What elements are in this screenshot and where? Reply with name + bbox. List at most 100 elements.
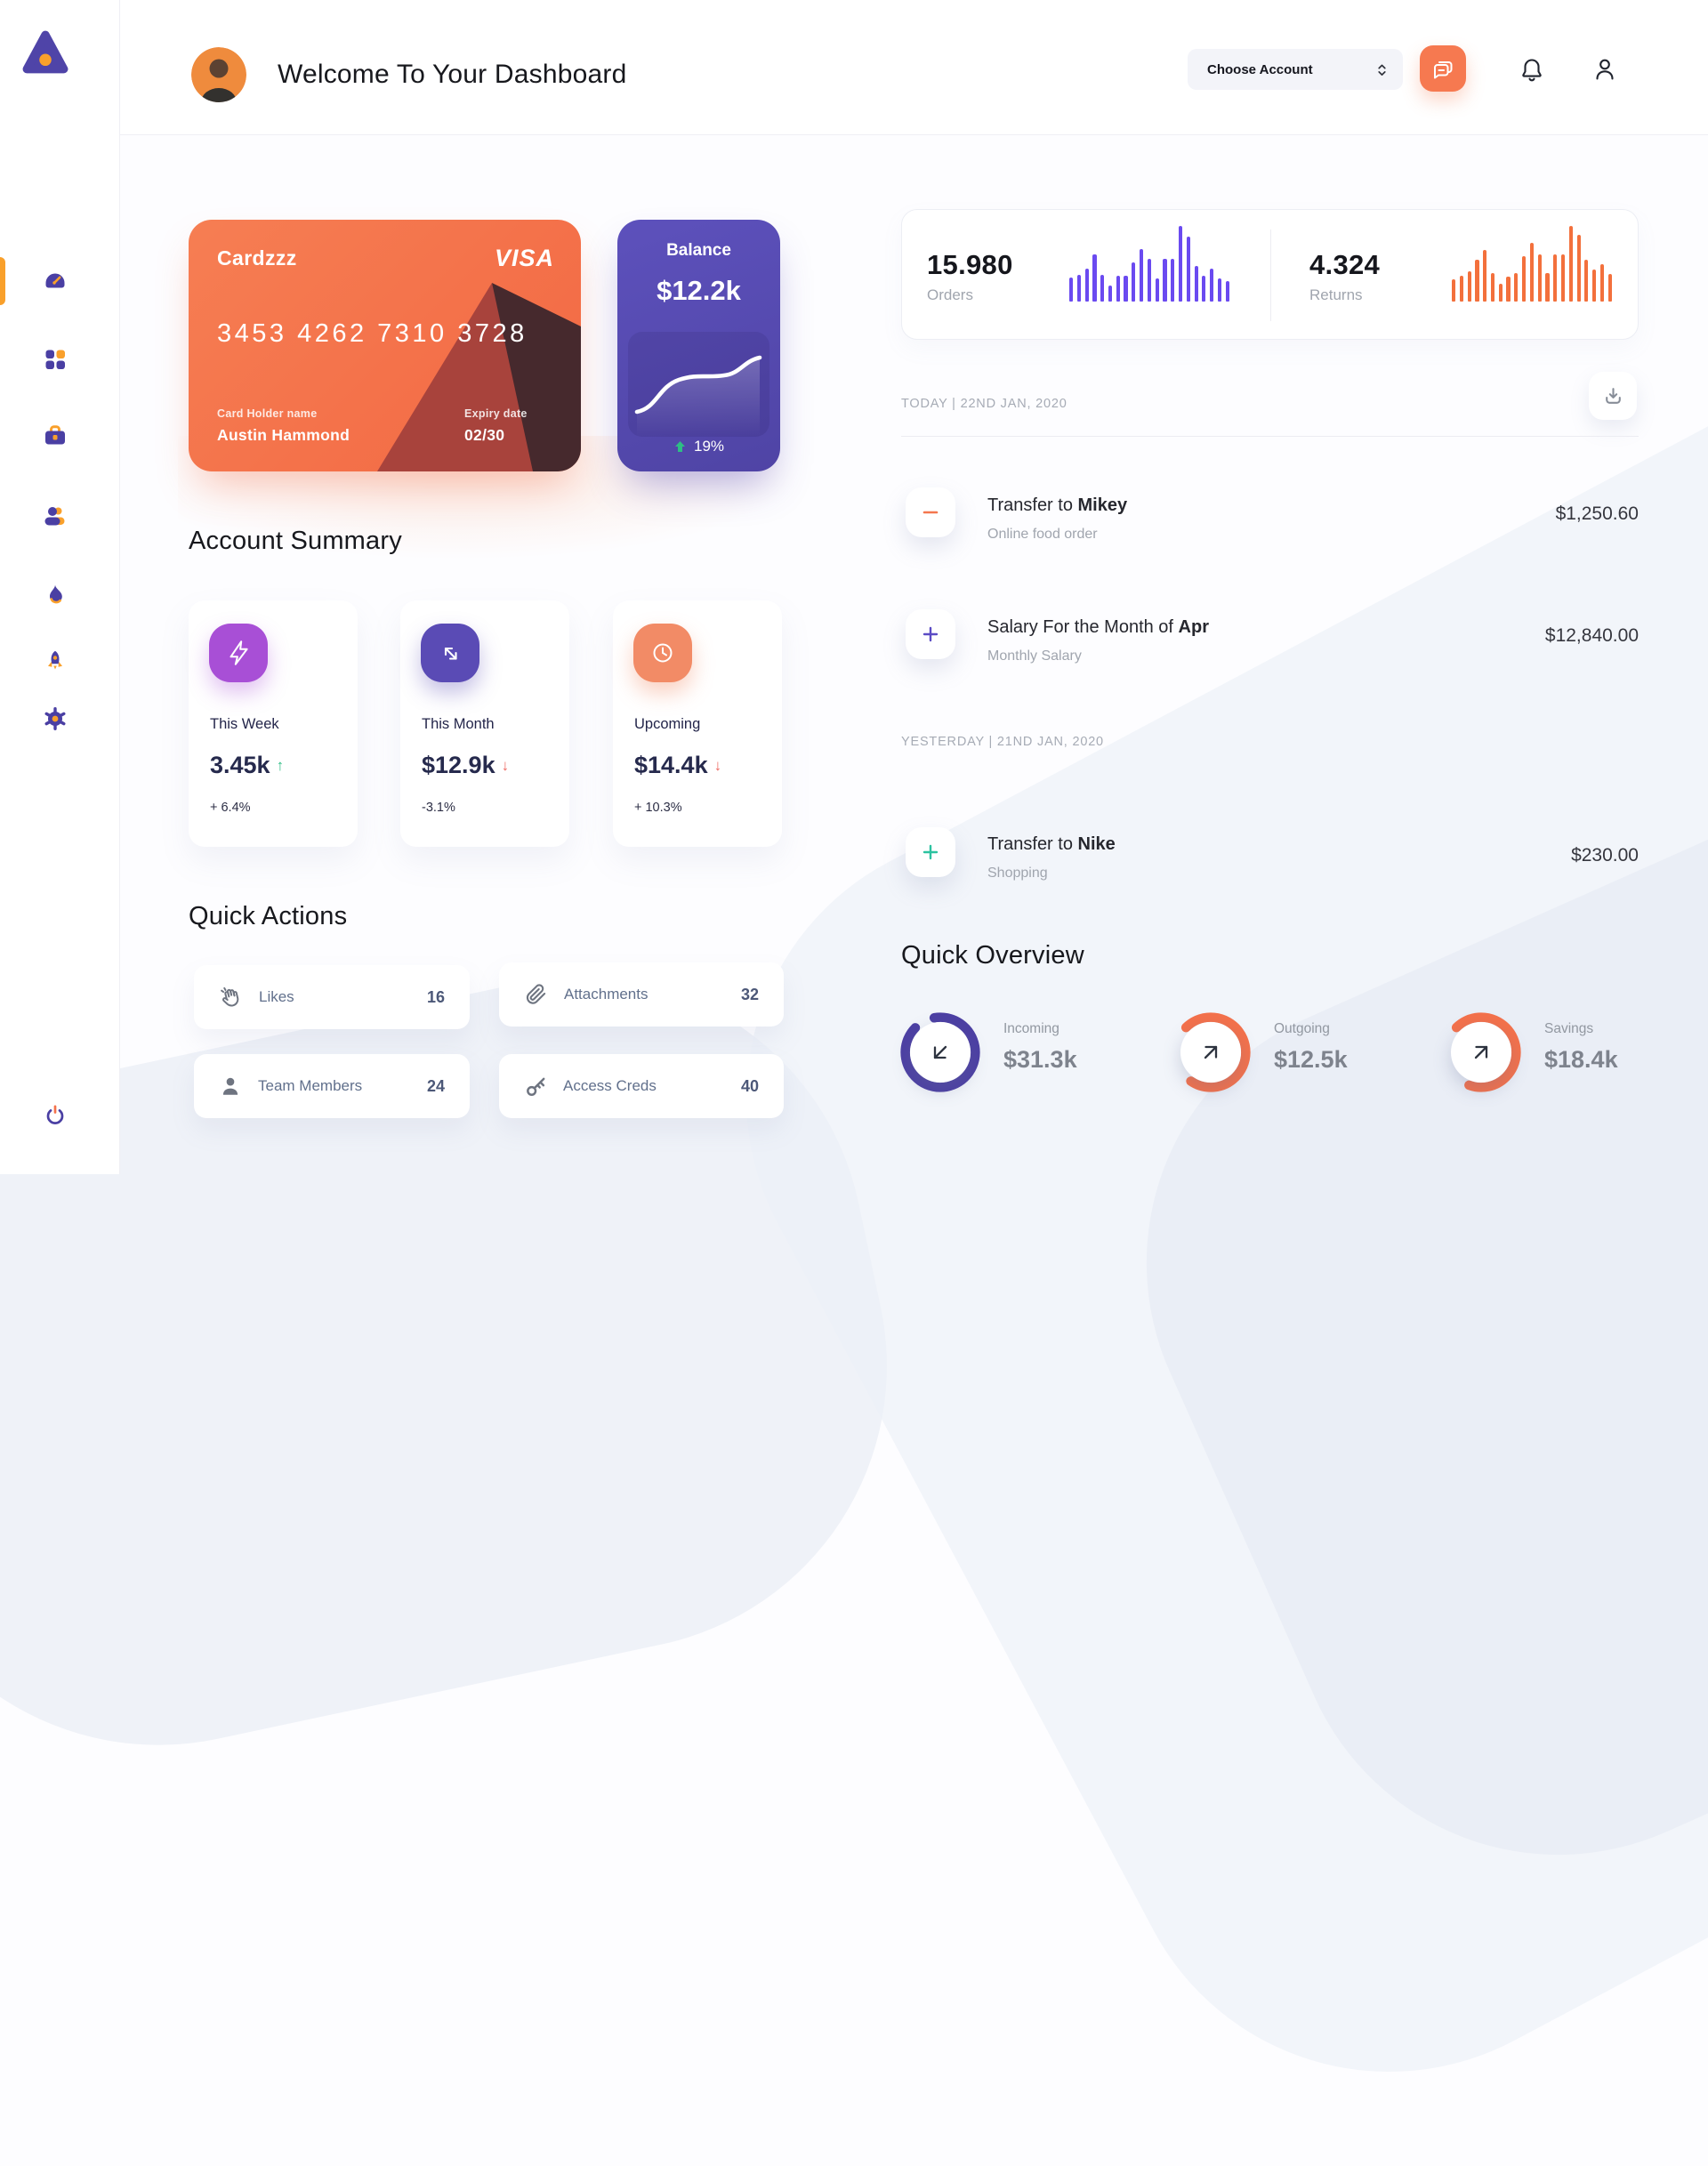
summary-label: This Week: [210, 716, 279, 732]
today-date-label: TODAY | 22ND JAN, 2020: [901, 397, 1068, 411]
briefcase-icon: [45, 425, 65, 445]
balance-title: Balance: [666, 241, 731, 260]
quick-action-label: Attachments: [564, 986, 649, 1002]
summary-card-this-month: This Month $12.9k ↓ -3.1%: [400, 600, 569, 847]
quick-action-count: 32: [740, 985, 759, 1003]
account-summary-heading: Account Summary: [189, 527, 402, 555]
chat-button[interactable]: [1420, 45, 1466, 92]
yesterday-date-label: YESTERDAY | 21ND JAN, 2020: [901, 735, 1104, 749]
quick-overview-heading: Quick Overview: [901, 941, 1084, 970]
quick-action-attachments[interactable]: Attachments 32: [499, 962, 784, 1027]
quick-action-likes[interactable]: Likes 16: [194, 965, 470, 1029]
power-icon: [46, 1105, 64, 1124]
lightning-icon: [209, 624, 268, 682]
card-expiry-label: Expiry date: [464, 407, 528, 420]
sidebar-item-dashboard[interactable]: [40, 266, 70, 296]
donut-center: [1451, 1022, 1511, 1083]
quick-action-count: 16: [426, 987, 445, 1006]
sidebar-item-apps[interactable]: [40, 344, 70, 374]
sidebar-item-users[interactable]: [40, 501, 70, 531]
team-member-icon: [222, 1077, 238, 1095]
diagonal-arrows-icon: [421, 624, 479, 682]
trend-down-arrow: ↓: [501, 756, 510, 774]
quick-action-label: Team Members: [258, 1077, 363, 1094]
balance-change: 19%: [617, 438, 780, 455]
sidebar-item-portfolio[interactable]: [40, 422, 70, 452]
paperclip-icon: [526, 983, 546, 1004]
transaction-title: Salary For the Month of Apr: [987, 617, 1209, 637]
notifications-button[interactable]: [1517, 54, 1547, 85]
quick-action-label: Likes: [259, 988, 294, 1005]
card-holder: Card Holder name Austin Hammond: [217, 407, 350, 445]
incoming-donut: [898, 1010, 983, 1095]
plus-icon: [922, 844, 939, 860]
visa-logo: VISA: [494, 245, 554, 271]
quick-action-count: 40: [740, 1076, 759, 1095]
summary-value: $14.4k: [634, 752, 708, 778]
overview-label: Incoming: [1003, 1021, 1059, 1036]
logout-power-button[interactable]: [40, 1101, 70, 1131]
users-icon: [44, 507, 65, 526]
quick-actions-heading: Quick Actions: [189, 902, 348, 930]
app-logo: [22, 30, 68, 74]
summary-card-upcoming: Upcoming $14.4k ↓ + 10.3%: [613, 600, 782, 847]
sidebar-item-trending[interactable]: [40, 579, 70, 609]
card-expiry-date: 02/30: [464, 426, 505, 444]
summary-card-this-week: This Week 3.45k ↑ + 6.4%: [189, 600, 358, 847]
card-expiry: Expiry date 02/30: [464, 407, 528, 445]
balance-trend-chart: [628, 332, 769, 437]
minus-icon: [922, 511, 939, 514]
select-chevrons-icon: [1378, 64, 1386, 76]
donut-center: [910, 1022, 971, 1083]
quick-action-access-creds[interactable]: Access Creds 40: [499, 1054, 784, 1118]
savings-donut: [1438, 1010, 1524, 1095]
sidebar-item-launch[interactable]: [40, 647, 70, 677]
profile-button[interactable]: [1590, 54, 1620, 85]
transaction-subtitle: Shopping: [987, 866, 1048, 881]
summary-delta: + 6.4%: [210, 801, 251, 815]
quick-action-team-members[interactable]: Team Members 24: [194, 1054, 470, 1118]
panel-divider: [1270, 229, 1271, 321]
summary-delta: -3.1%: [422, 801, 455, 815]
balance-card: Balance $12.2k 19%: [617, 220, 780, 471]
settings-gear-icon: [44, 707, 66, 730]
card-number: 3453 4262 7310 3728: [217, 319, 528, 348]
returns-value: 4.324: [1309, 249, 1381, 280]
summary-label: Upcoming: [634, 716, 701, 732]
quick-action-label: Access Creds: [563, 1077, 657, 1094]
clock-icon: [633, 624, 692, 682]
transaction-amount: $230.00: [1571, 845, 1639, 866]
donut-center: [1180, 1022, 1241, 1083]
transaction-amount: $12,840.00: [1544, 625, 1639, 646]
main-content: Cardzzz VISA 3453 4262 7310 3728 Card Ho…: [189, 209, 1639, 1118]
clapping-hands-icon: [221, 986, 239, 1007]
account-select-dropdown[interactable]: Choose Account: [1188, 49, 1403, 90]
key-icon: [527, 1077, 545, 1096]
overview-value: $31.3k: [1003, 1046, 1077, 1073]
divider: [901, 436, 1639, 437]
card-holder-label: Card Holder name: [217, 407, 318, 420]
credit-card-pattern: [377, 283, 581, 471]
balance-value: $12.2k: [657, 275, 741, 306]
sidebar: [0, 0, 120, 1174]
download-button[interactable]: [1589, 372, 1637, 420]
balance-change-value: 19%: [693, 438, 725, 455]
overview-value: $12.5k: [1274, 1046, 1348, 1073]
sidebar-item-settings[interactable]: [40, 704, 70, 734]
orders-bar-chart: [1069, 226, 1235, 302]
rocket-icon: [48, 650, 62, 670]
active-nav-indicator: [0, 257, 5, 305]
trend-up-arrow: ↑: [276, 756, 285, 774]
user-avatar[interactable]: [191, 47, 246, 102]
arrow-up-right-icon: [1204, 1045, 1218, 1059]
quick-action-count: 24: [426, 1076, 445, 1095]
transaction-amount: $1,250.60: [1555, 503, 1639, 524]
returns-bar-chart: [1452, 226, 1617, 302]
arrow-up-right-icon: [1474, 1045, 1488, 1059]
plus-icon: [922, 626, 939, 642]
summary-value: 3.45k: [210, 752, 270, 778]
header: Welcome To Your Dashboard Choose Account: [120, 0, 1708, 135]
arrow-down-left-icon: [933, 1045, 947, 1059]
increase-arrow-icon: [674, 440, 685, 452]
transaction-title: Transfer to Nike: [987, 834, 1116, 854]
